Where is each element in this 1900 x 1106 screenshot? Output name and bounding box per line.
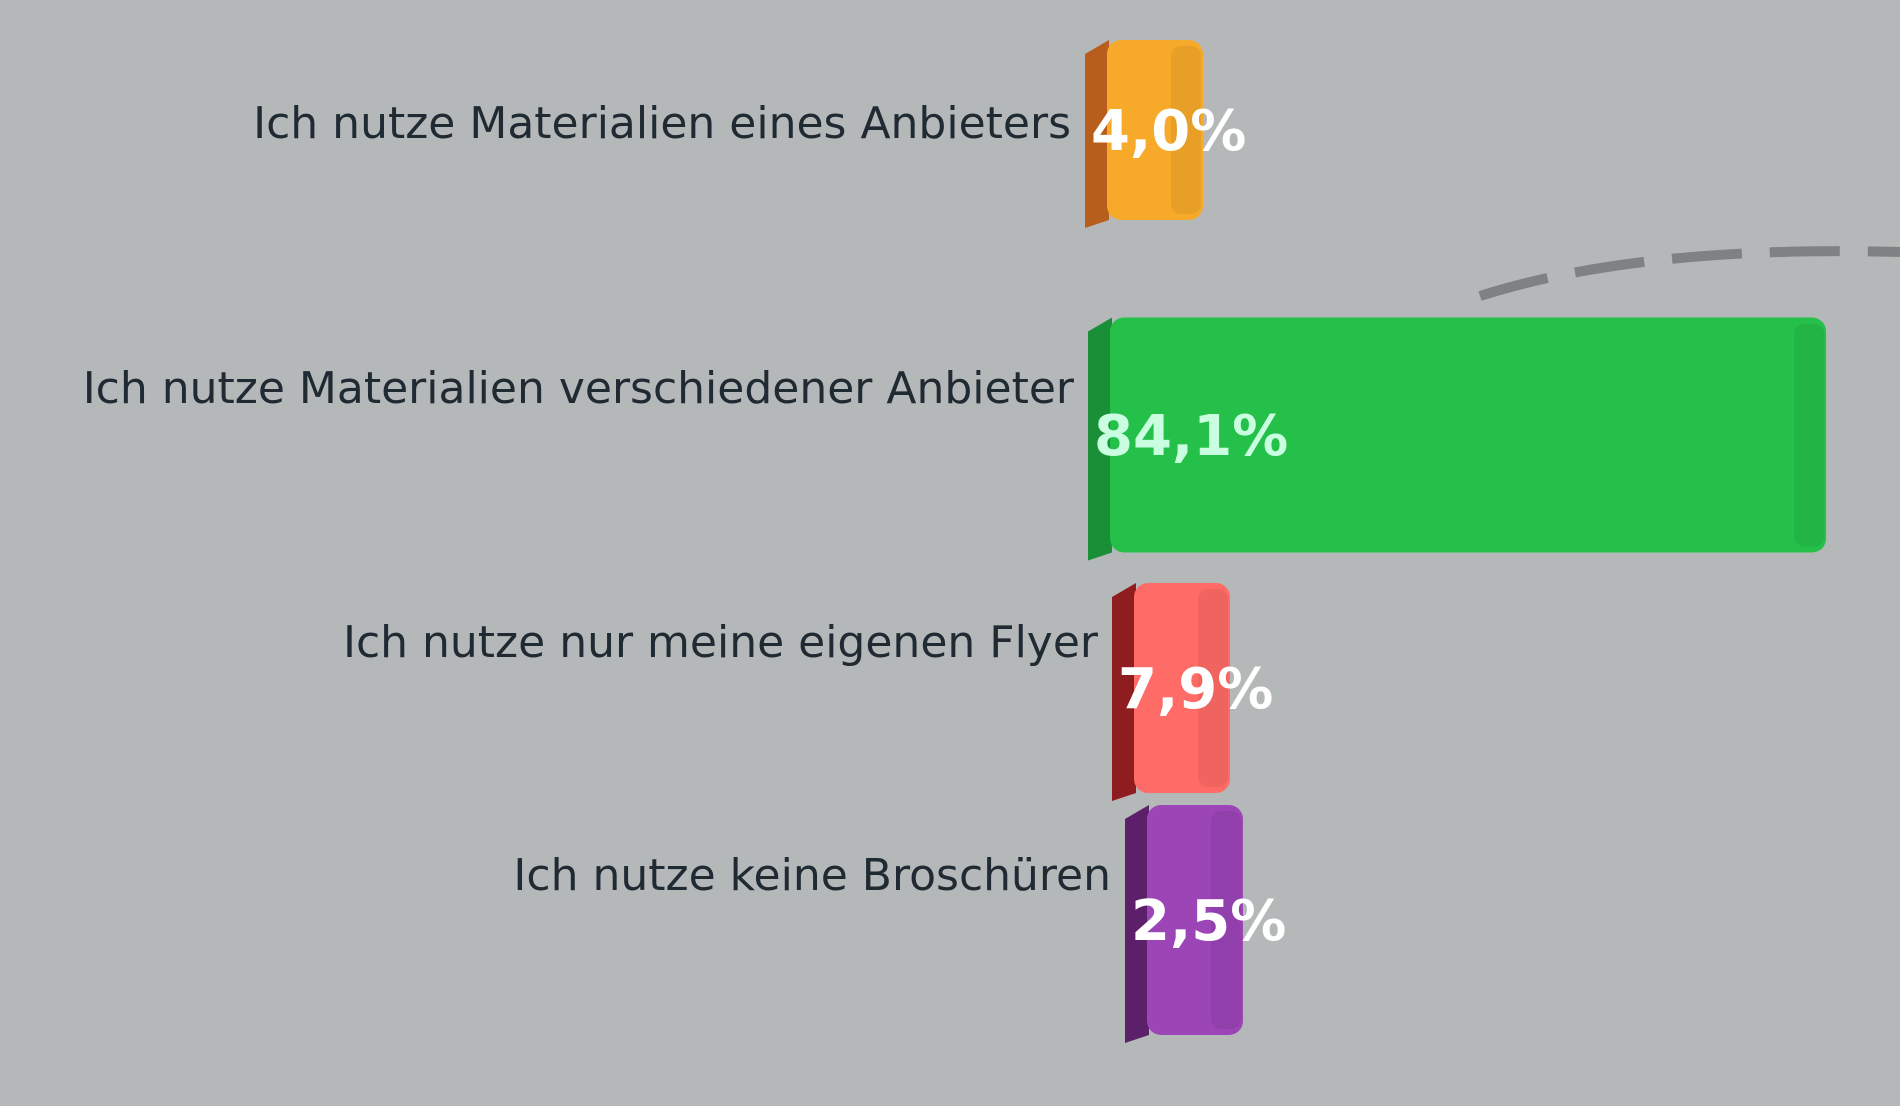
background-streak — [1478, 246, 1900, 301]
category-label: Ich nutze Materialien eines Anbieters — [253, 98, 1071, 149]
bar-value-label: 7,9% — [1118, 657, 1273, 722]
bar-1 — [1085, 40, 1203, 228]
bar-side-face — [1088, 317, 1112, 561]
background-decoration — [1478, 246, 1900, 301]
bar-front-face — [1110, 317, 1827, 553]
category-label: Ich nutze Materialien verschiedener Anbi… — [83, 363, 1075, 414]
bar-value-label: 4,0% — [1091, 99, 1246, 164]
category-labels-group: Ich nutze Materialien eines Anbieters Ich… — [83, 98, 1111, 901]
bar-edge-shade — [1171, 46, 1201, 214]
bar-side-face — [1125, 805, 1149, 1043]
bars-group: 4,0% 84,1% 7,9% 2,5% — [1085, 40, 1827, 1043]
category-label: Ich nutze nur meine eigenen Flyer — [343, 617, 1099, 668]
bar-side-face — [1085, 40, 1109, 228]
bar-edge-shade — [1198, 589, 1228, 787]
category-label: Ich nutze keine Broschüren — [513, 850, 1111, 901]
bar-front-face — [1134, 583, 1230, 793]
bar-side-face — [1112, 583, 1136, 801]
bar-edge-shade — [1211, 811, 1241, 1029]
bar-front-face — [1147, 805, 1243, 1035]
bar-4 — [1125, 805, 1243, 1043]
bar-value-label: 84,1% — [1094, 404, 1288, 469]
bar-front-face — [1107, 40, 1203, 220]
bar-value-label: 2,5% — [1131, 889, 1286, 954]
bar-2 — [1088, 317, 1827, 561]
bar-edge-shade — [1794, 323, 1825, 547]
bar-3 — [1112, 583, 1230, 801]
